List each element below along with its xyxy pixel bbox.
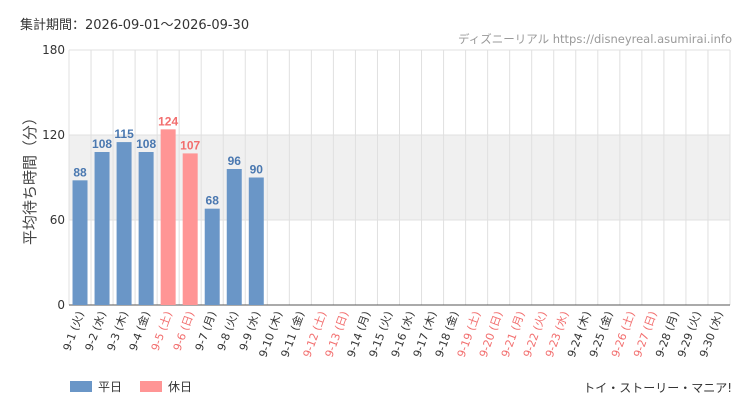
bar-value-label: 90 (250, 163, 264, 177)
bar (182, 153, 198, 305)
bar (204, 208, 220, 305)
bar (226, 169, 242, 305)
y-tick-label: 0 (57, 298, 65, 312)
bar-value-label: 108 (92, 137, 112, 151)
site-credit: ディズニーリアル https://disneyreal.asumirai.inf… (458, 32, 732, 46)
weekday-swatch (70, 381, 92, 392)
legend-holiday[interactable]: 休日 (140, 378, 192, 395)
bar-value-label: 96 (228, 154, 242, 168)
legend-weekday-label: 平日 (98, 380, 123, 394)
period-label: 集計期間：2026-09-01～2026-09-30 (20, 18, 250, 33)
bar-value-label: 108 (136, 137, 156, 151)
bar (248, 177, 264, 305)
bar-value-label: 107 (180, 138, 200, 152)
bar-value-label: 115 (114, 127, 134, 141)
bar (138, 152, 154, 305)
legend-holiday-label: 休日 (168, 380, 193, 394)
bar-value-label: 68 (206, 194, 220, 208)
y-tick-label: 120 (42, 128, 65, 142)
y-axis-title: 平均待ち時間（分） (21, 110, 39, 245)
y-tick-label: 180 (42, 43, 65, 57)
bar (72, 180, 88, 305)
bar (116, 142, 132, 305)
bar (94, 152, 110, 305)
bar (160, 129, 176, 305)
legend-weekday[interactable]: 平日 (70, 378, 122, 395)
bar-value-label: 88 (73, 165, 87, 179)
legend: 平日 休日 (70, 378, 192, 395)
bar-value-label: 124 (158, 114, 178, 128)
y-tick-label: 60 (50, 213, 65, 227)
attraction-name: トイ・ストーリー・マニア! (583, 381, 732, 395)
holiday-swatch (140, 381, 163, 392)
